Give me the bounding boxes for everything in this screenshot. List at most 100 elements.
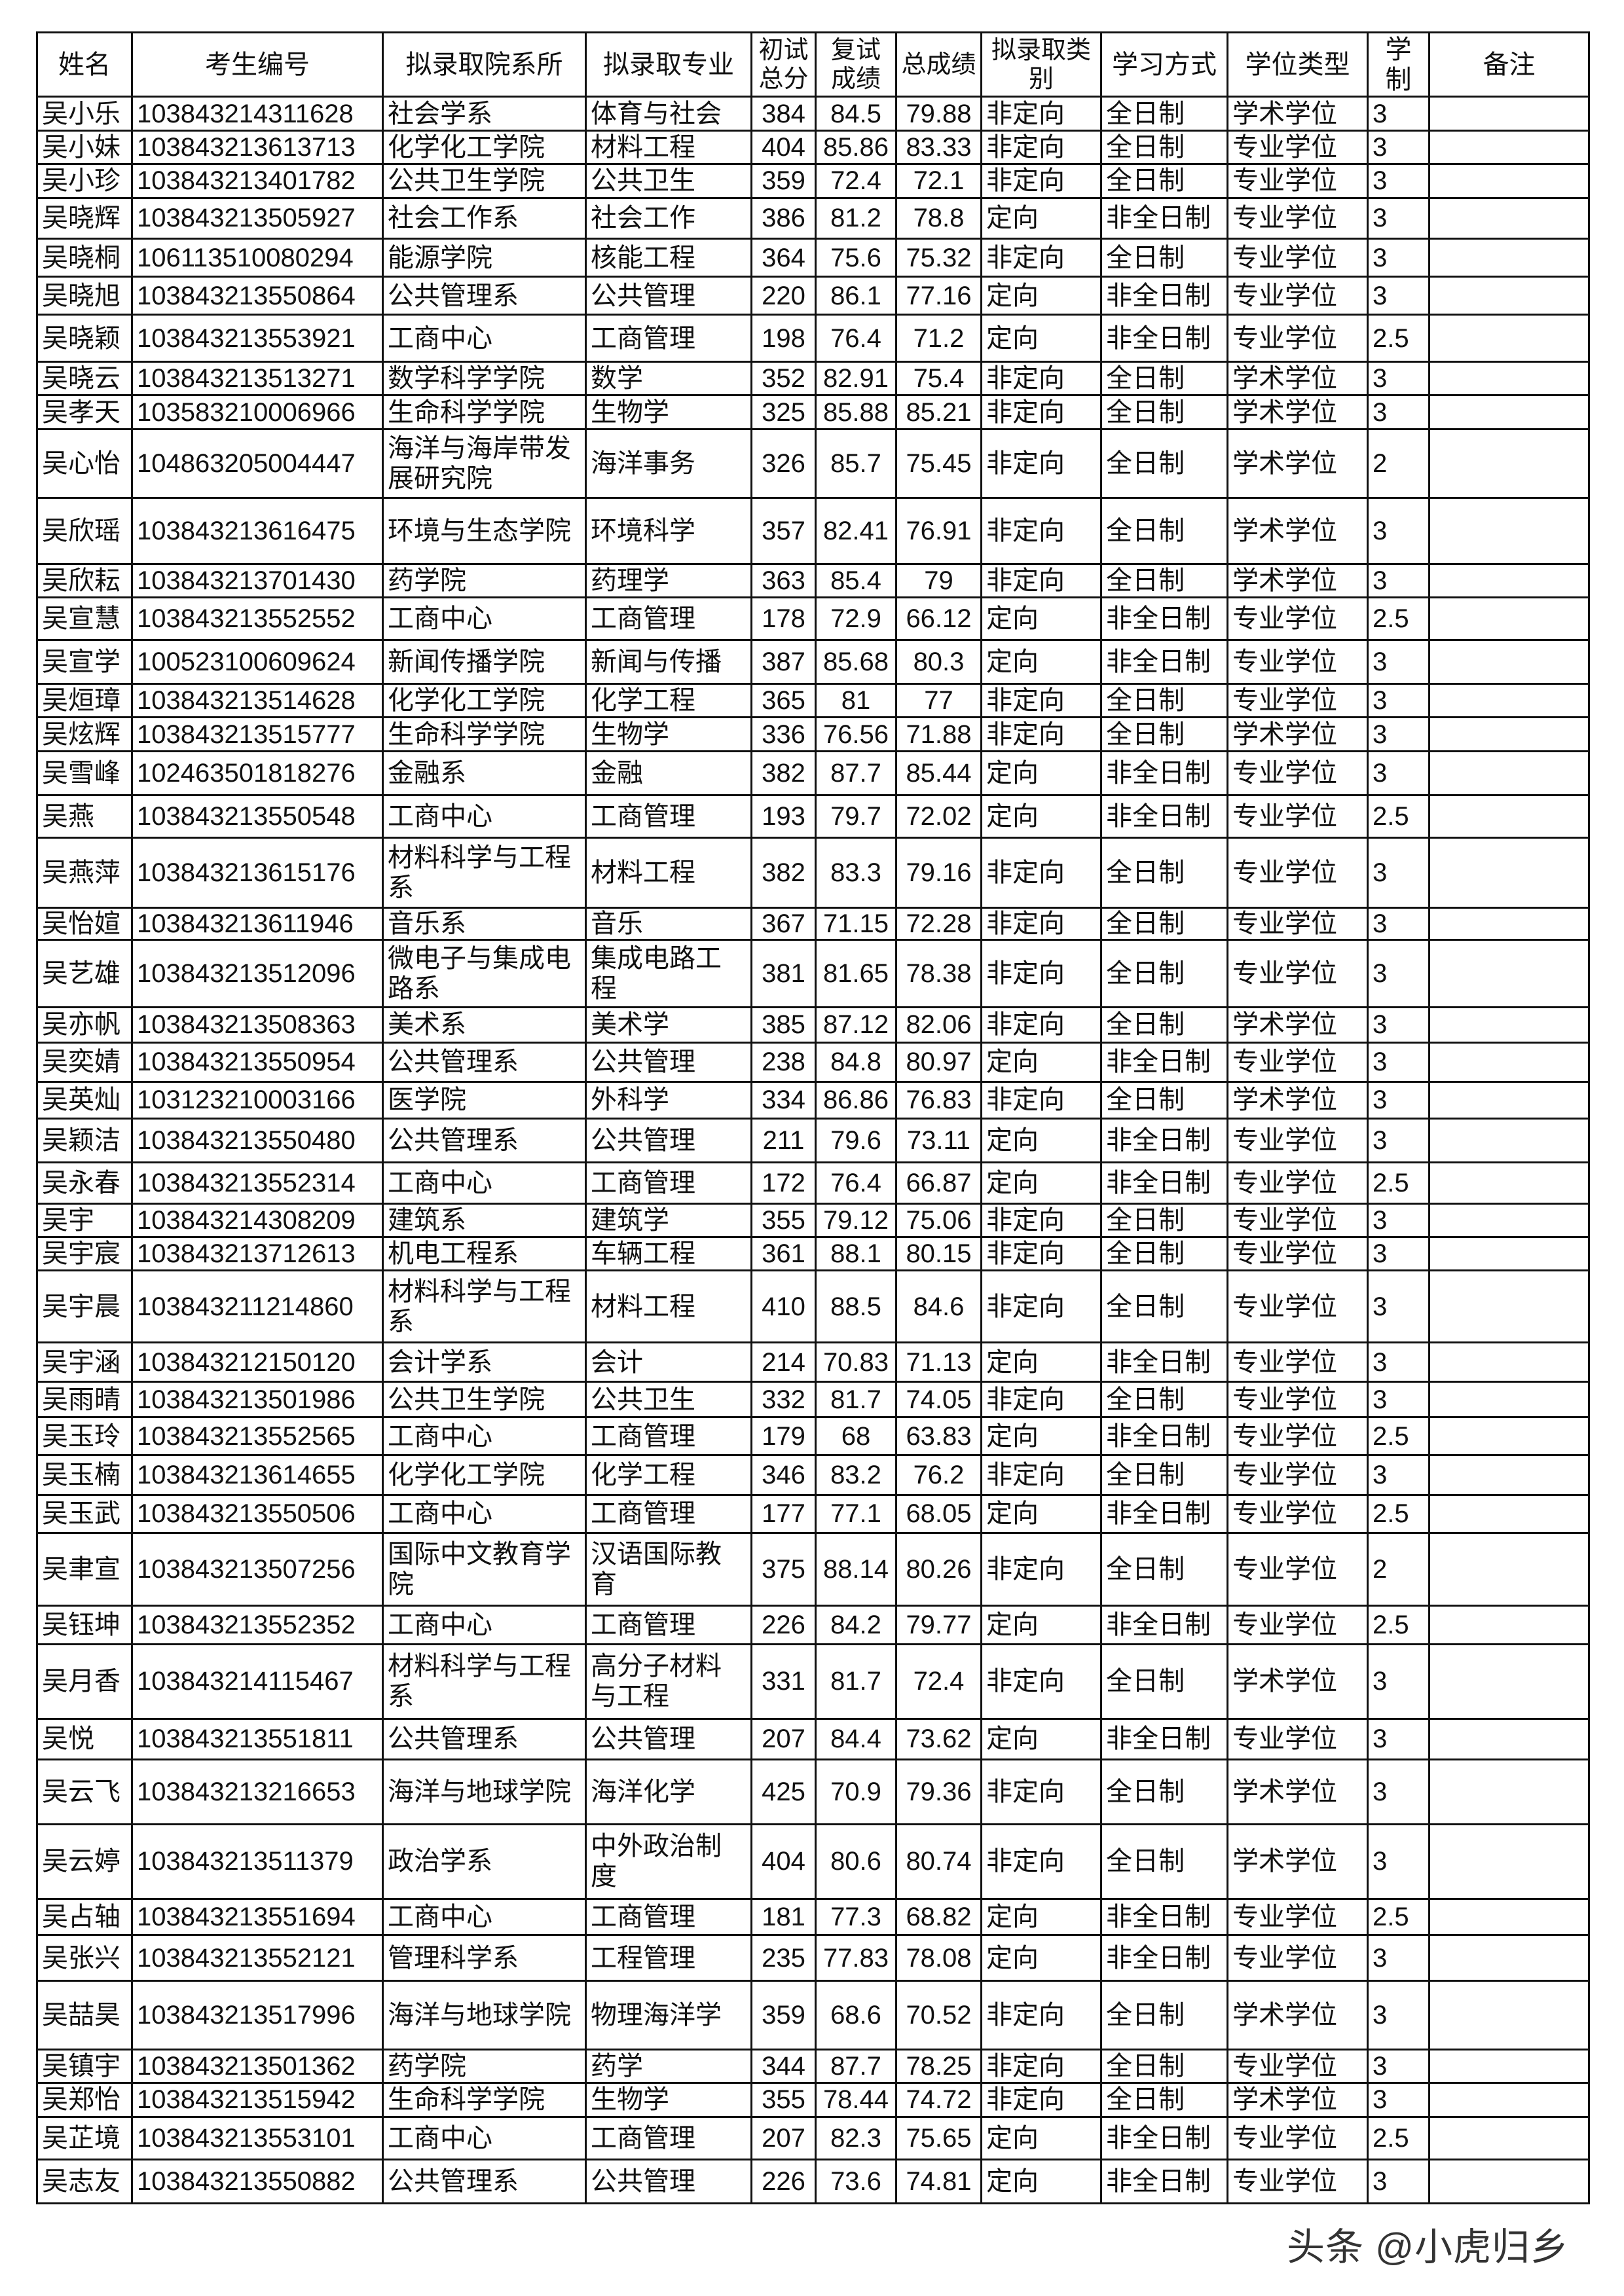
cell-retest-score: 88.14 <box>815 1531 897 1607</box>
cell-major: 会计 <box>585 1341 752 1383</box>
cell-duration: 3 <box>1367 1381 1430 1419</box>
cell-department: 医学院 <box>382 1081 587 1120</box>
table-row: 吴晓颖 103843213553921 工商中心 工商管理 198 76.4 71.2 定向非… <box>36 314 1590 363</box>
cell-admission-type: 定向 <box>980 638 1102 685</box>
table-row: 吴郑怡 103843213515942 生命科学学院 生物学 355 78.44 74.72… <box>36 2082 1590 2118</box>
cell-retest-score: 72.9 <box>815 596 897 641</box>
cell-major: 物理海洋学 <box>585 1979 752 2050</box>
cell-major: 公共管理 <box>585 1117 752 1164</box>
cell-total-score: 78.25 <box>895 2048 982 2085</box>
cell-duration: 3 <box>1367 2158 1430 2204</box>
cell-name: 吴志友 <box>36 2158 133 2204</box>
cell-remarks <box>1428 2115 1590 2160</box>
cell-degree-type: 专业学位 <box>1227 1416 1369 1457</box>
cell-total-score: 80.97 <box>895 1041 982 1084</box>
cell-retest-score: 81 <box>815 682 897 719</box>
cell-retest-score: 76.56 <box>815 716 897 752</box>
cell-initial-score: 384 <box>750 96 817 132</box>
cell-major: 工商管理 <box>585 1897 752 1937</box>
cell-major: 公共管理 <box>585 276 752 316</box>
cell-name: 吴玉武 <box>36 1493 133 1534</box>
cell-major: 金融 <box>585 750 752 796</box>
table-row: 吴玉武 103843213550506 工商中心 工商管理 177 77.1 68.05 定向… <box>36 1493 1590 1534</box>
cell-total-score: 68.82 <box>895 1897 982 1937</box>
cell-department: 化学化工学院 <box>382 682 587 719</box>
header-department: 拟录取院系所 <box>382 31 587 98</box>
cell-name: 吴燕 <box>36 793 133 839</box>
cell-duration: 3 <box>1367 276 1430 316</box>
cell-admission-type: 定向 <box>980 2115 1102 2160</box>
cell-initial-score: 226 <box>750 2158 817 2204</box>
cell-duration: 3 <box>1367 1454 1430 1496</box>
cell-remarks <box>1428 1202 1590 1239</box>
cell-initial-score: 198 <box>750 314 817 363</box>
cell-department: 海洋与地球学院 <box>382 1758 587 1825</box>
cell-admission-type: 定向 <box>980 1041 1102 1084</box>
cell-retest-score: 87.7 <box>815 2048 897 2085</box>
cell-major: 药理学 <box>585 562 752 598</box>
cell-initial-score: 172 <box>750 1161 817 1205</box>
table-row: 吴雪峰 102463501818276 金融系 金融 382 87.7 85.44 定向 非全日… <box>36 750 1590 796</box>
cell-admission-type: 非定向 <box>980 2048 1102 2085</box>
cell-name: 吴宇涵 <box>36 1341 133 1383</box>
cell-study-mode: 全日制 <box>1100 1758 1228 1825</box>
cell-department: 工商中心 <box>382 793 587 839</box>
cell-candidate-id: 103843214115467 <box>131 1643 384 1720</box>
cell-duration: 2.5 <box>1367 1161 1430 1205</box>
cell-major: 工商管理 <box>585 2115 752 2160</box>
cell-initial-score: 355 <box>750 1202 817 1239</box>
cell-major: 生物学 <box>585 2082 752 2118</box>
cell-study-mode: 全日制 <box>1100 2082 1228 2118</box>
cell-department: 公共管理系 <box>382 276 587 316</box>
cell-department: 新闻传播学院 <box>382 638 587 685</box>
cell-major: 体育与社会 <box>585 96 752 132</box>
cell-name: 吴欣耘 <box>36 562 133 598</box>
table-row: 吴燕 103843213550548 工商中心 工商管理 193 79.7 72.02 定向非… <box>36 793 1590 839</box>
cell-initial-score: 220 <box>750 276 817 316</box>
table-row: 吴钰坤 103843213552352 工商中心 工商管理 226 84.2 79.77 定向… <box>36 1605 1590 1645</box>
cell-retest-score: 72.4 <box>815 163 897 199</box>
cell-remarks <box>1428 196 1590 240</box>
cell-initial-score: 367 <box>750 906 817 941</box>
cell-name: 吴钰坤 <box>36 1605 133 1645</box>
cell-study-mode: 全日制 <box>1100 1381 1228 1419</box>
cell-total-score: 75.4 <box>895 361 982 397</box>
cell-admission-type: 定向 <box>980 1897 1102 1937</box>
table-row: 吴芷境 103843213553101 工商中心 工商管理 207 82.3 75.65 定向… <box>36 2115 1590 2160</box>
table-row: 吴艺雄 103843213512096 微电子与集成电路系 集成电路工程 381 81.6… <box>36 939 1590 1009</box>
header-row: 姓名 考生编号 拟录取院系所 拟录取专业 初试总分 复试成绩 总成绩 拟录取类别 学习方式 学位类… <box>36 31 1590 98</box>
cell-retest-score: 83.2 <box>815 1454 897 1496</box>
cell-major: 公共管理 <box>585 1717 752 1761</box>
cell-department: 海洋与海岸带发展研究院 <box>382 428 587 499</box>
cell-remarks <box>1428 1117 1590 1164</box>
table-row: 吴晓桐 106113510080294 能源学院 核能工程 364 75.6 75.32 非定… <box>36 238 1590 278</box>
cell-candidate-id: 103843213611946 <box>131 906 384 941</box>
cell-name: 吴玉楠 <box>36 1454 133 1496</box>
cell-retest-score: 85.86 <box>815 129 897 166</box>
cell-candidate-id: 103843213505927 <box>131 196 384 240</box>
cell-total-score: 85.21 <box>895 394 982 430</box>
cell-total-score: 77.16 <box>895 276 982 316</box>
cell-study-mode: 全日制 <box>1100 939 1228 1009</box>
cell-total-score: 75.65 <box>895 2115 982 2160</box>
cell-remarks <box>1428 238 1590 278</box>
cell-study-mode: 全日制 <box>1100 361 1228 397</box>
cell-remarks <box>1428 314 1590 363</box>
cell-initial-score: 346 <box>750 1454 817 1496</box>
cell-degree-type: 学术学位 <box>1227 394 1369 430</box>
cell-department: 会计学系 <box>382 1341 587 1383</box>
cell-initial-score: 375 <box>750 1531 817 1607</box>
cell-retest-score: 78.44 <box>815 2082 897 2118</box>
cell-retest-score: 85.7 <box>815 428 897 499</box>
cell-major: 化学工程 <box>585 682 752 719</box>
cell-remarks <box>1428 793 1590 839</box>
cell-duration: 3 <box>1367 1979 1430 2050</box>
cell-initial-score: 334 <box>750 1081 817 1120</box>
cell-degree-type: 专业学位 <box>1227 939 1369 1009</box>
cell-admission-type: 非定向 <box>980 96 1102 132</box>
cell-initial-score: 381 <box>750 939 817 1009</box>
cell-department: 工商中心 <box>382 1416 587 1457</box>
cell-remarks <box>1428 1717 1590 1761</box>
cell-total-score: 79 <box>895 562 982 598</box>
table-row: 吴云婷 103843213511379 政治学系 中外政治制度 404 80.6 80.74… <box>36 1823 1590 1900</box>
